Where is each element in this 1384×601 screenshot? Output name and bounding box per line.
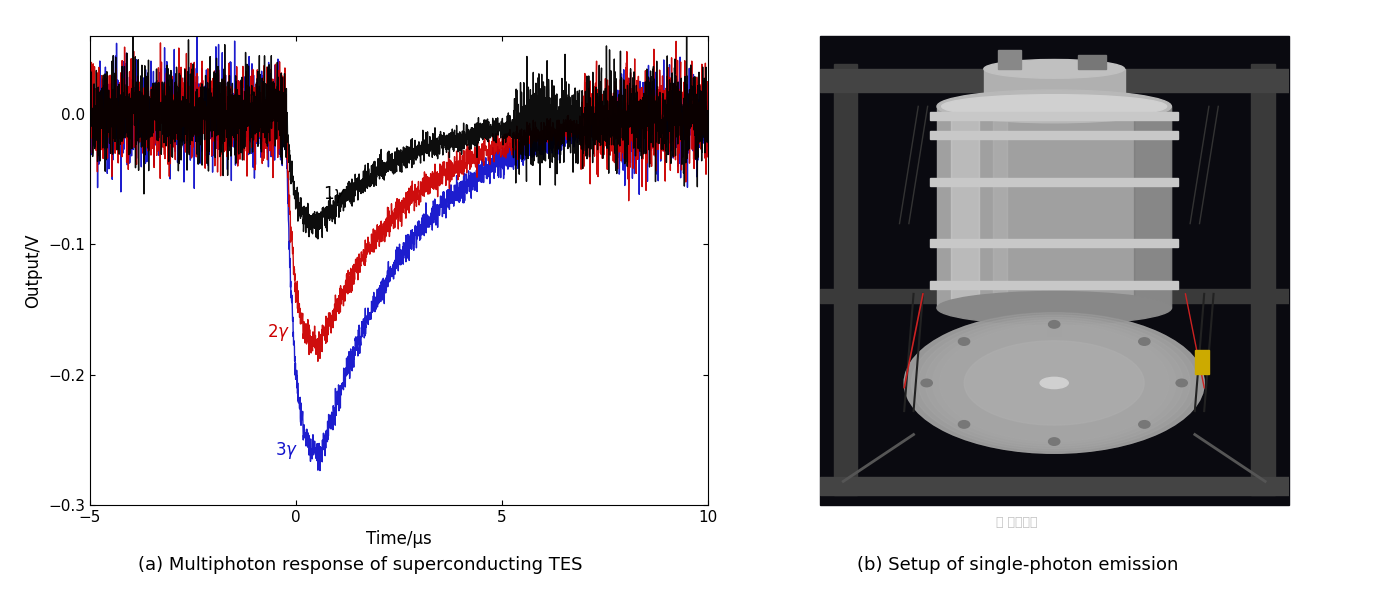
Bar	[819, 289, 1289, 304]
Ellipse shape	[941, 94, 1167, 118]
Ellipse shape	[904, 313, 1204, 453]
Ellipse shape	[1139, 338, 1150, 345]
Bar	[994, 106, 1008, 308]
Ellipse shape	[958, 421, 970, 428]
Bar	[1194, 350, 1208, 374]
Ellipse shape	[937, 291, 1171, 325]
Bar	[937, 106, 1171, 308]
Ellipse shape	[933, 322, 1176, 444]
Bar	[819, 69, 1289, 93]
Ellipse shape	[940, 325, 1169, 442]
Bar	[1251, 64, 1275, 495]
Ellipse shape	[965, 341, 1145, 425]
Text: (b) Setup of single-photon emission: (b) Setup of single-photon emission	[857, 556, 1178, 574]
Bar	[930, 131, 1178, 139]
Bar	[930, 112, 1178, 120]
Ellipse shape	[1049, 438, 1060, 445]
Ellipse shape	[922, 379, 933, 386]
Bar	[984, 69, 1125, 106]
Bar	[835, 64, 857, 495]
Bar	[819, 36, 1289, 505]
Ellipse shape	[958, 338, 970, 345]
Text: 👋 红外芯闻: 👋 红外芯闻	[996, 516, 1038, 529]
Ellipse shape	[984, 59, 1125, 78]
Ellipse shape	[937, 90, 1171, 123]
Y-axis label: Output/V: Output/V	[25, 233, 43, 308]
Ellipse shape	[1041, 377, 1068, 389]
Bar	[819, 477, 1289, 495]
Ellipse shape	[926, 320, 1183, 446]
Ellipse shape	[911, 315, 1197, 451]
Text: 2$\gamma$: 2$\gamma$	[267, 323, 291, 343]
Ellipse shape	[1139, 421, 1150, 428]
Bar	[951, 106, 980, 308]
Bar	[1048, 308, 1062, 336]
Ellipse shape	[918, 317, 1190, 448]
Bar	[998, 50, 1021, 69]
Text: 1$\gamma$: 1$\gamma$	[322, 185, 346, 206]
Text: 3$\gamma$: 3$\gamma$	[275, 440, 299, 460]
Ellipse shape	[1176, 379, 1187, 386]
Bar	[930, 239, 1178, 247]
X-axis label: Time/μs: Time/μs	[367, 530, 432, 548]
Bar	[1078, 55, 1106, 69]
Ellipse shape	[1049, 320, 1060, 328]
Ellipse shape	[904, 313, 1204, 453]
Bar	[930, 178, 1178, 186]
Text: (a) Multiphoton response of superconducting TES: (a) Multiphoton response of superconduct…	[137, 556, 583, 574]
Bar	[930, 281, 1178, 289]
Bar	[1133, 106, 1171, 308]
